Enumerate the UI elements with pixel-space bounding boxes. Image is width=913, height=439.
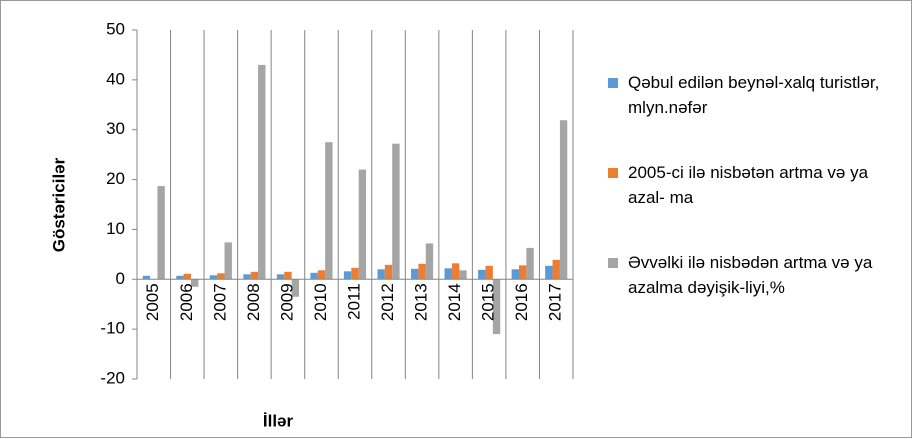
bar xyxy=(183,273,191,280)
bar xyxy=(291,279,299,297)
bar xyxy=(552,259,560,280)
legend-label: 2005-ci ilə nisbətən artma və ya azal- m… xyxy=(628,163,869,207)
x-tick-label: 2011 xyxy=(344,283,363,320)
x-tick-label: 2013 xyxy=(412,283,431,321)
legend-item: Əvvəlki ilə nisbədən artma və ya azalma … xyxy=(608,250,893,300)
bar xyxy=(377,269,385,280)
bar xyxy=(519,265,527,280)
y-tick-label: 50 xyxy=(106,19,125,38)
bar xyxy=(176,275,184,280)
legend-label: Əvvəlki ilə nisbədən artma və ya azalma … xyxy=(628,253,873,297)
bar xyxy=(526,247,534,280)
legend-swatch xyxy=(608,78,618,88)
bar xyxy=(258,64,266,280)
bar xyxy=(492,279,501,335)
legend-item: 2005-ci ilə nisbətən artma və ya azal- m… xyxy=(608,160,893,210)
x-tick-label: 2017 xyxy=(546,283,565,321)
x-tick-label: 2010 xyxy=(311,283,330,321)
y-tick-label: 20 xyxy=(106,169,125,188)
x-tick-label: 2015 xyxy=(479,283,498,321)
x-tick-label: 2005 xyxy=(143,283,162,321)
bar xyxy=(276,274,285,280)
y-tick-label: 10 xyxy=(106,219,125,238)
bar xyxy=(559,120,568,280)
bar xyxy=(250,271,259,280)
x-tick-label: 2016 xyxy=(512,283,531,321)
bar xyxy=(317,270,326,280)
bar xyxy=(358,169,367,280)
bar xyxy=(545,265,553,280)
x-tick-label: 2006 xyxy=(177,283,196,321)
bar xyxy=(217,273,225,280)
x-tick-label: 2007 xyxy=(210,283,229,321)
legend-item: Qəbul edilən beynəl-xalq turistlər, mlyn… xyxy=(608,70,893,120)
y-tick-label: 30 xyxy=(106,119,125,138)
bar xyxy=(384,264,393,280)
y-tick-label: -10 xyxy=(100,319,125,338)
bar xyxy=(351,267,359,280)
bar xyxy=(392,143,400,280)
bar xyxy=(511,269,520,280)
y-tick-label: 40 xyxy=(106,69,125,88)
bar xyxy=(310,272,318,280)
bar xyxy=(444,268,452,280)
bar xyxy=(142,275,151,280)
legend-swatch xyxy=(608,258,618,268)
bar xyxy=(478,269,486,280)
legend-label: Qəbul edilən beynəl-xalq turistlər, mlyn… xyxy=(628,73,880,117)
y-tick-label: -20 xyxy=(100,368,125,387)
x-tick-label: 2008 xyxy=(244,283,263,321)
bar xyxy=(284,271,292,280)
x-tick-label: 2012 xyxy=(378,283,397,321)
bar xyxy=(209,275,218,280)
bar xyxy=(157,186,165,280)
bar xyxy=(224,242,232,280)
bar xyxy=(343,271,352,280)
bar xyxy=(411,268,419,280)
y-tick-label: 0 xyxy=(116,269,125,288)
x-tick-label: 2009 xyxy=(277,283,296,321)
bar xyxy=(425,243,434,280)
bar xyxy=(190,279,199,287)
x-axis-label: İllər xyxy=(263,411,294,430)
x-tick-label: 2014 xyxy=(445,283,464,321)
bar xyxy=(243,274,251,280)
y-axis-label: Göstəricilər xyxy=(49,157,68,252)
bar xyxy=(451,263,460,280)
legend: Qəbul edilən beynəl-xalq turistlər, mlyn… xyxy=(608,70,893,340)
legend-swatch xyxy=(608,168,618,178)
bar xyxy=(485,265,493,280)
bar xyxy=(459,270,467,280)
bar xyxy=(325,142,333,280)
bar xyxy=(418,263,426,280)
